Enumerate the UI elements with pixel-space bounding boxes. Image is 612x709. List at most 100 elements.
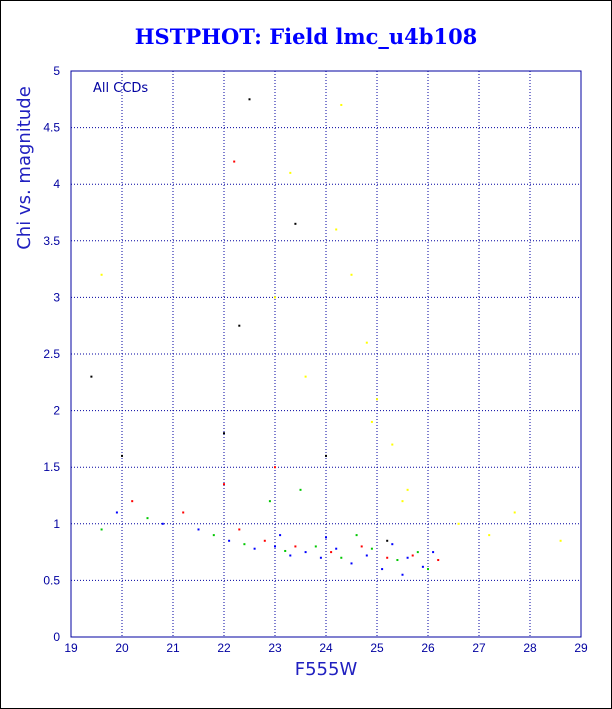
- data-point: [513, 511, 516, 514]
- data-point: [274, 466, 276, 469]
- data-point: [274, 545, 276, 548]
- data-point: [238, 528, 241, 531]
- data-point: [340, 103, 343, 106]
- data-point: [325, 454, 327, 457]
- data-point: [427, 568, 429, 571]
- y-tick-label: 2: [53, 404, 60, 418]
- data-point: [289, 554, 292, 557]
- data-point: [228, 539, 231, 542]
- y-axis-label: Chi vs. magnitude: [14, 86, 35, 250]
- x-tick-label: 29: [574, 641, 588, 655]
- data-point: [223, 483, 225, 486]
- x-tick-label: 25: [370, 641, 384, 655]
- data-point: [100, 273, 103, 276]
- data-point: [396, 559, 399, 562]
- data-point: [268, 500, 271, 503]
- data-point: [335, 547, 338, 550]
- data-point: [121, 454, 123, 457]
- data-point: [233, 160, 236, 163]
- data-point: [401, 500, 404, 503]
- y-tick-label: 1: [53, 517, 60, 531]
- data-point: [325, 536, 327, 539]
- data-point: [401, 573, 404, 576]
- data-point: [340, 556, 343, 559]
- data-point: [365, 554, 368, 557]
- y-tick-label: 3: [53, 290, 60, 304]
- data-point: [223, 432, 225, 435]
- x-tick-label: 22: [217, 641, 231, 655]
- data-point: [212, 534, 215, 537]
- y-tick-label: 1.5: [43, 460, 60, 474]
- data-point: [304, 375, 307, 378]
- y-tick-label: 4: [53, 177, 60, 191]
- y-tick-label: 0.5: [43, 573, 60, 587]
- x-axis-label: F555W: [295, 659, 358, 680]
- data-point: [350, 562, 353, 565]
- data-point: [381, 568, 384, 571]
- x-tick-label: 27: [472, 641, 486, 655]
- data-point: [248, 98, 251, 101]
- data-point: [559, 539, 562, 542]
- data-point: [432, 551, 435, 554]
- data-point: [274, 296, 276, 299]
- data-point: [182, 511, 185, 514]
- x-tick-label: 24: [319, 641, 333, 655]
- data-point: [370, 420, 373, 423]
- axis-ticks: 19 20 21 22 23 24 25 26 27 28 29 0 0.5 1 1.5 2 2.5 3 3.5 4 4…: [43, 64, 588, 655]
- chart-title: HSTPHOT: Field lmc_u4b108: [134, 24, 478, 49]
- data-point: [263, 539, 266, 542]
- all-ccds-annotation: All CCDs: [93, 81, 148, 96]
- data-point: [197, 528, 200, 531]
- data-point: [365, 341, 368, 344]
- data-point: [131, 500, 134, 503]
- data-point: [360, 545, 363, 548]
- data-point: [391, 543, 394, 546]
- data-point: [289, 171, 292, 174]
- data-point: [299, 488, 302, 491]
- data-point: [90, 375, 93, 378]
- data-point: [355, 534, 358, 537]
- data-point: [115, 511, 118, 514]
- data-point: [314, 545, 317, 548]
- data-point: [376, 398, 378, 401]
- data-point: [488, 534, 491, 537]
- data-point: [294, 222, 297, 225]
- x-tick-label: 28: [523, 641, 537, 655]
- x-tick-label: 19: [64, 641, 78, 655]
- y-tick-label: 5: [53, 64, 60, 78]
- data-point: [161, 522, 164, 525]
- data-point: [243, 543, 246, 546]
- data-point: [294, 545, 297, 548]
- y-tick-label: 2.5: [43, 347, 60, 361]
- data-point: [437, 559, 440, 562]
- data-point: [279, 534, 282, 537]
- x-tick-label: 21: [166, 641, 180, 655]
- data-point: [100, 528, 103, 531]
- data-point: [421, 565, 424, 568]
- data-point: [416, 551, 419, 554]
- y-tick-label: 0: [53, 630, 60, 644]
- data-point: [411, 554, 414, 557]
- data-point: [284, 549, 287, 552]
- data-point: [406, 488, 409, 491]
- x-tick-label: 23: [268, 641, 282, 655]
- data-point: [391, 443, 394, 446]
- data-points: [90, 98, 562, 576]
- data-point: [335, 228, 338, 231]
- data-point: [304, 551, 307, 554]
- data-point: [319, 556, 322, 559]
- x-tick-label: 20: [115, 641, 129, 655]
- plot-area: [70, 70, 582, 638]
- data-point: [253, 547, 256, 550]
- grid: [71, 71, 581, 637]
- data-point: [238, 324, 241, 327]
- data-point: [386, 556, 389, 559]
- data-point: [457, 522, 460, 525]
- data-point: [146, 517, 149, 520]
- y-tick-label: 3.5: [43, 234, 60, 248]
- x-tick-label: 26: [421, 641, 435, 655]
- data-point: [370, 547, 373, 550]
- data-point: [406, 556, 409, 559]
- data-point: [350, 273, 353, 276]
